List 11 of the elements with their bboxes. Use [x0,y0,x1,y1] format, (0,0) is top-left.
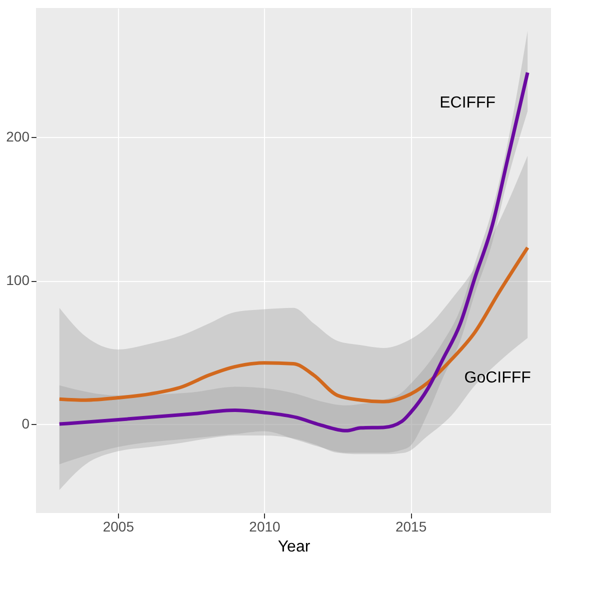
line-series [58,246,530,404]
series-label: ECIFFF [440,94,496,112]
line-series [58,70,530,432]
x-tick-label: 2005 [102,518,134,534]
y-tick-label: 100 [6,272,30,288]
x-axis-title: Year [278,538,311,556]
y-tick-label: 200 [6,128,30,145]
y-tick-label: 0 [22,416,30,432]
x-tick-label: 2015 [395,518,427,534]
series-label: GoCIFFF [464,370,532,387]
x-tick-label: 2010 [249,518,281,534]
